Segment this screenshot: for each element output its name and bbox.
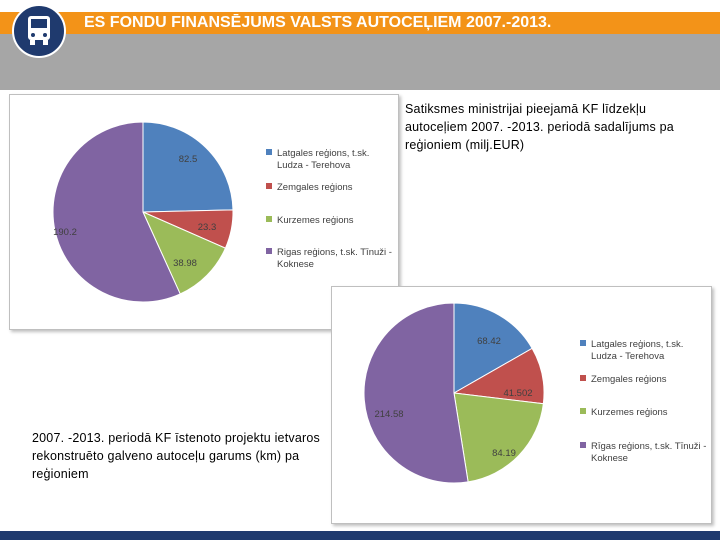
page-title: ES FONDU FINANSĒJUMS VALSTS AUTOCEĻIEM 2… [84, 14, 552, 31]
data-label-2: 41.502 [503, 388, 532, 399]
pie-chart-road-length-svg: 68.42 41.502 84.19 214.58 Latgales reģions, … [363, 302, 706, 484]
legend-swatch-3 [580, 408, 586, 414]
legend-label-1: Ludza - Terehova [277, 160, 351, 171]
data-label-1: 82.5 [179, 154, 198, 165]
title-bar [0, 12, 720, 34]
pie-slice-1 [453, 302, 533, 394]
pie-chart-road-length: 68.42 41.502 84.19 214.58 Latgales reģions, … [331, 286, 712, 524]
data-label-2: 23.3 [198, 222, 217, 233]
data-label-3: 84.19 [492, 448, 516, 459]
legend-swatch-1 [266, 149, 272, 155]
legend-label-3: Kurzemes reģions [591, 407, 668, 418]
legend-label-4: Koknese [591, 453, 628, 464]
pie-slice-3 [142, 211, 227, 295]
legend-swatch-4 [266, 248, 272, 254]
legend-label-1: Latgales reģions, t.sk. [277, 148, 369, 159]
legend-swatch-2 [580, 375, 586, 381]
data-label-3: 38.98 [173, 258, 197, 269]
footer-bar [0, 531, 720, 540]
data-label-4: 190.2 [53, 227, 77, 238]
legend-label-4: Rīgas reģions, t.sk. Tīnuži - [591, 441, 706, 452]
bus-icon [12, 4, 66, 58]
caption-funding: Satiksmes ministrijai pieejamā KF līdzek… [405, 102, 674, 152]
pie-slice-1 [142, 121, 234, 213]
legend-swatch-2 [266, 183, 272, 189]
legend-label-2: Zemgales reģions [277, 182, 353, 193]
legend-swatch-4 [580, 442, 586, 448]
legend-label-4: Rigas reģions, t.sk. Tīnuži - [277, 247, 392, 258]
header-band [0, 34, 720, 90]
pie-slice-4 [363, 302, 469, 484]
legend-label-1: Latgales reģions, t.sk. [591, 339, 683, 350]
data-label-1: 68.42 [477, 336, 501, 347]
pie-chart-funding-svg: 82.5 23.3 38.98 190.2 Latgales reģions, t.sk… [52, 121, 392, 303]
legend-label-2: Zemgales reģions [591, 374, 667, 385]
legend-label-1: Ludza - Terehova [591, 351, 665, 362]
pie-slice-3 [453, 392, 544, 483]
pie-slice-4 [52, 121, 181, 303]
legend-swatch-1 [580, 340, 586, 346]
data-label-4: 214.58 [374, 409, 403, 420]
legend-swatch-3 [266, 216, 272, 222]
caption-road-length: 2007. -2013. periodā KF īstenoto projekt… [32, 431, 320, 481]
legend-label-4: Koknese [277, 259, 314, 270]
legend-label-3: Kurzemes reģions [277, 215, 354, 226]
